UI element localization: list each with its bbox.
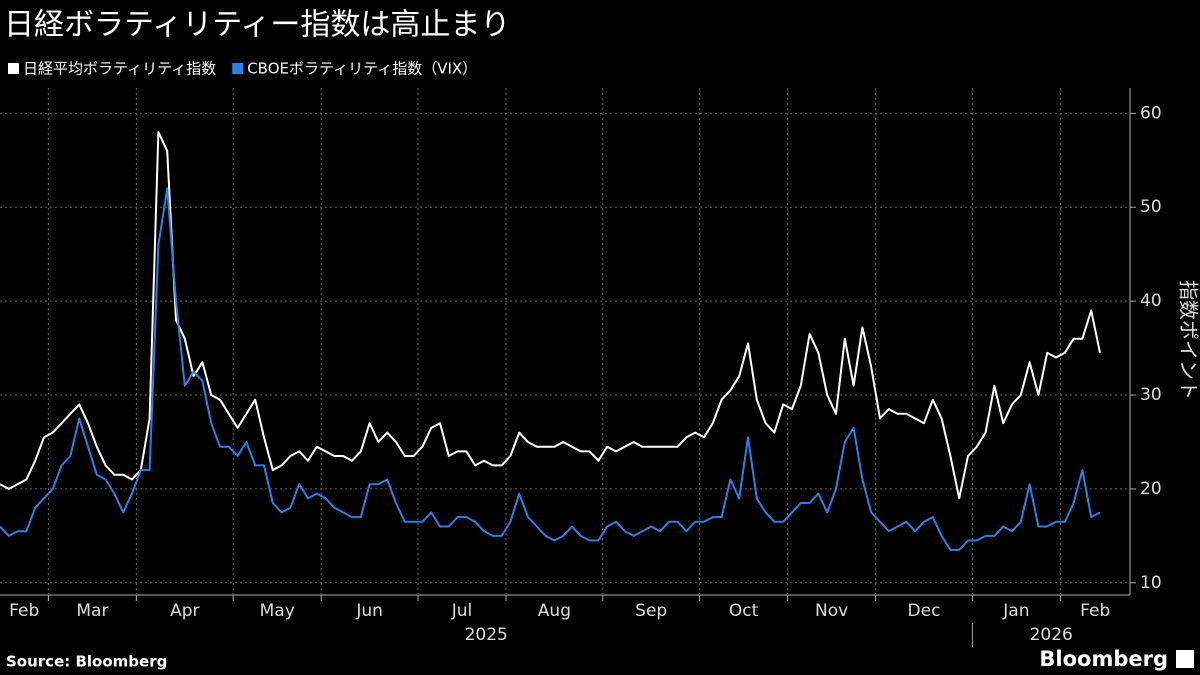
- x-tick-label: Jun: [355, 601, 383, 621]
- series-line: [0, 187, 1101, 551]
- x-tick-label: Feb: [9, 601, 39, 621]
- y-tick-label: 60: [1140, 103, 1162, 123]
- source: Source: Bloomberg: [6, 653, 167, 671]
- logo-icon: [1176, 650, 1194, 668]
- legend-label: 日経平均ボラティリティ指数: [23, 60, 216, 78]
- year-label: 2025: [465, 625, 508, 645]
- x-tick-label: Apr: [170, 601, 199, 621]
- logo: Bloomberg: [1039, 647, 1168, 671]
- chart-title: 日経ボラティリティー指数は高止まり: [4, 8, 510, 43]
- legend-swatch: [232, 63, 244, 74]
- x-tick-label: Mar: [76, 601, 108, 621]
- series-line: [0, 131, 1101, 500]
- x-tick-label: Oct: [729, 601, 759, 621]
- legend-label: CBOEボラティリティ指数（VIX）: [247, 60, 477, 78]
- x-tick-label: Jul: [451, 601, 473, 621]
- y-axis-label: 指数ポイント: [1177, 280, 1200, 400]
- y-tick-label: 50: [1140, 197, 1162, 217]
- year-label: 2026: [1030, 625, 1073, 645]
- y-tick-label: 30: [1140, 385, 1162, 405]
- legend-swatch: [8, 63, 19, 74]
- x-tick-label: Feb: [1080, 601, 1110, 621]
- x-tick-label: Jan: [1002, 601, 1029, 621]
- x-tick-label: Nov: [815, 601, 848, 621]
- x-tick-label: Aug: [538, 601, 571, 621]
- y-tick-label: 40: [1140, 291, 1162, 311]
- y-tick-label: 20: [1140, 479, 1162, 499]
- y-tick-label: 10: [1140, 573, 1162, 593]
- x-tick-label: Sep: [635, 601, 667, 621]
- x-tick-label: Dec: [908, 601, 941, 621]
- x-tick-label: May: [260, 601, 295, 621]
